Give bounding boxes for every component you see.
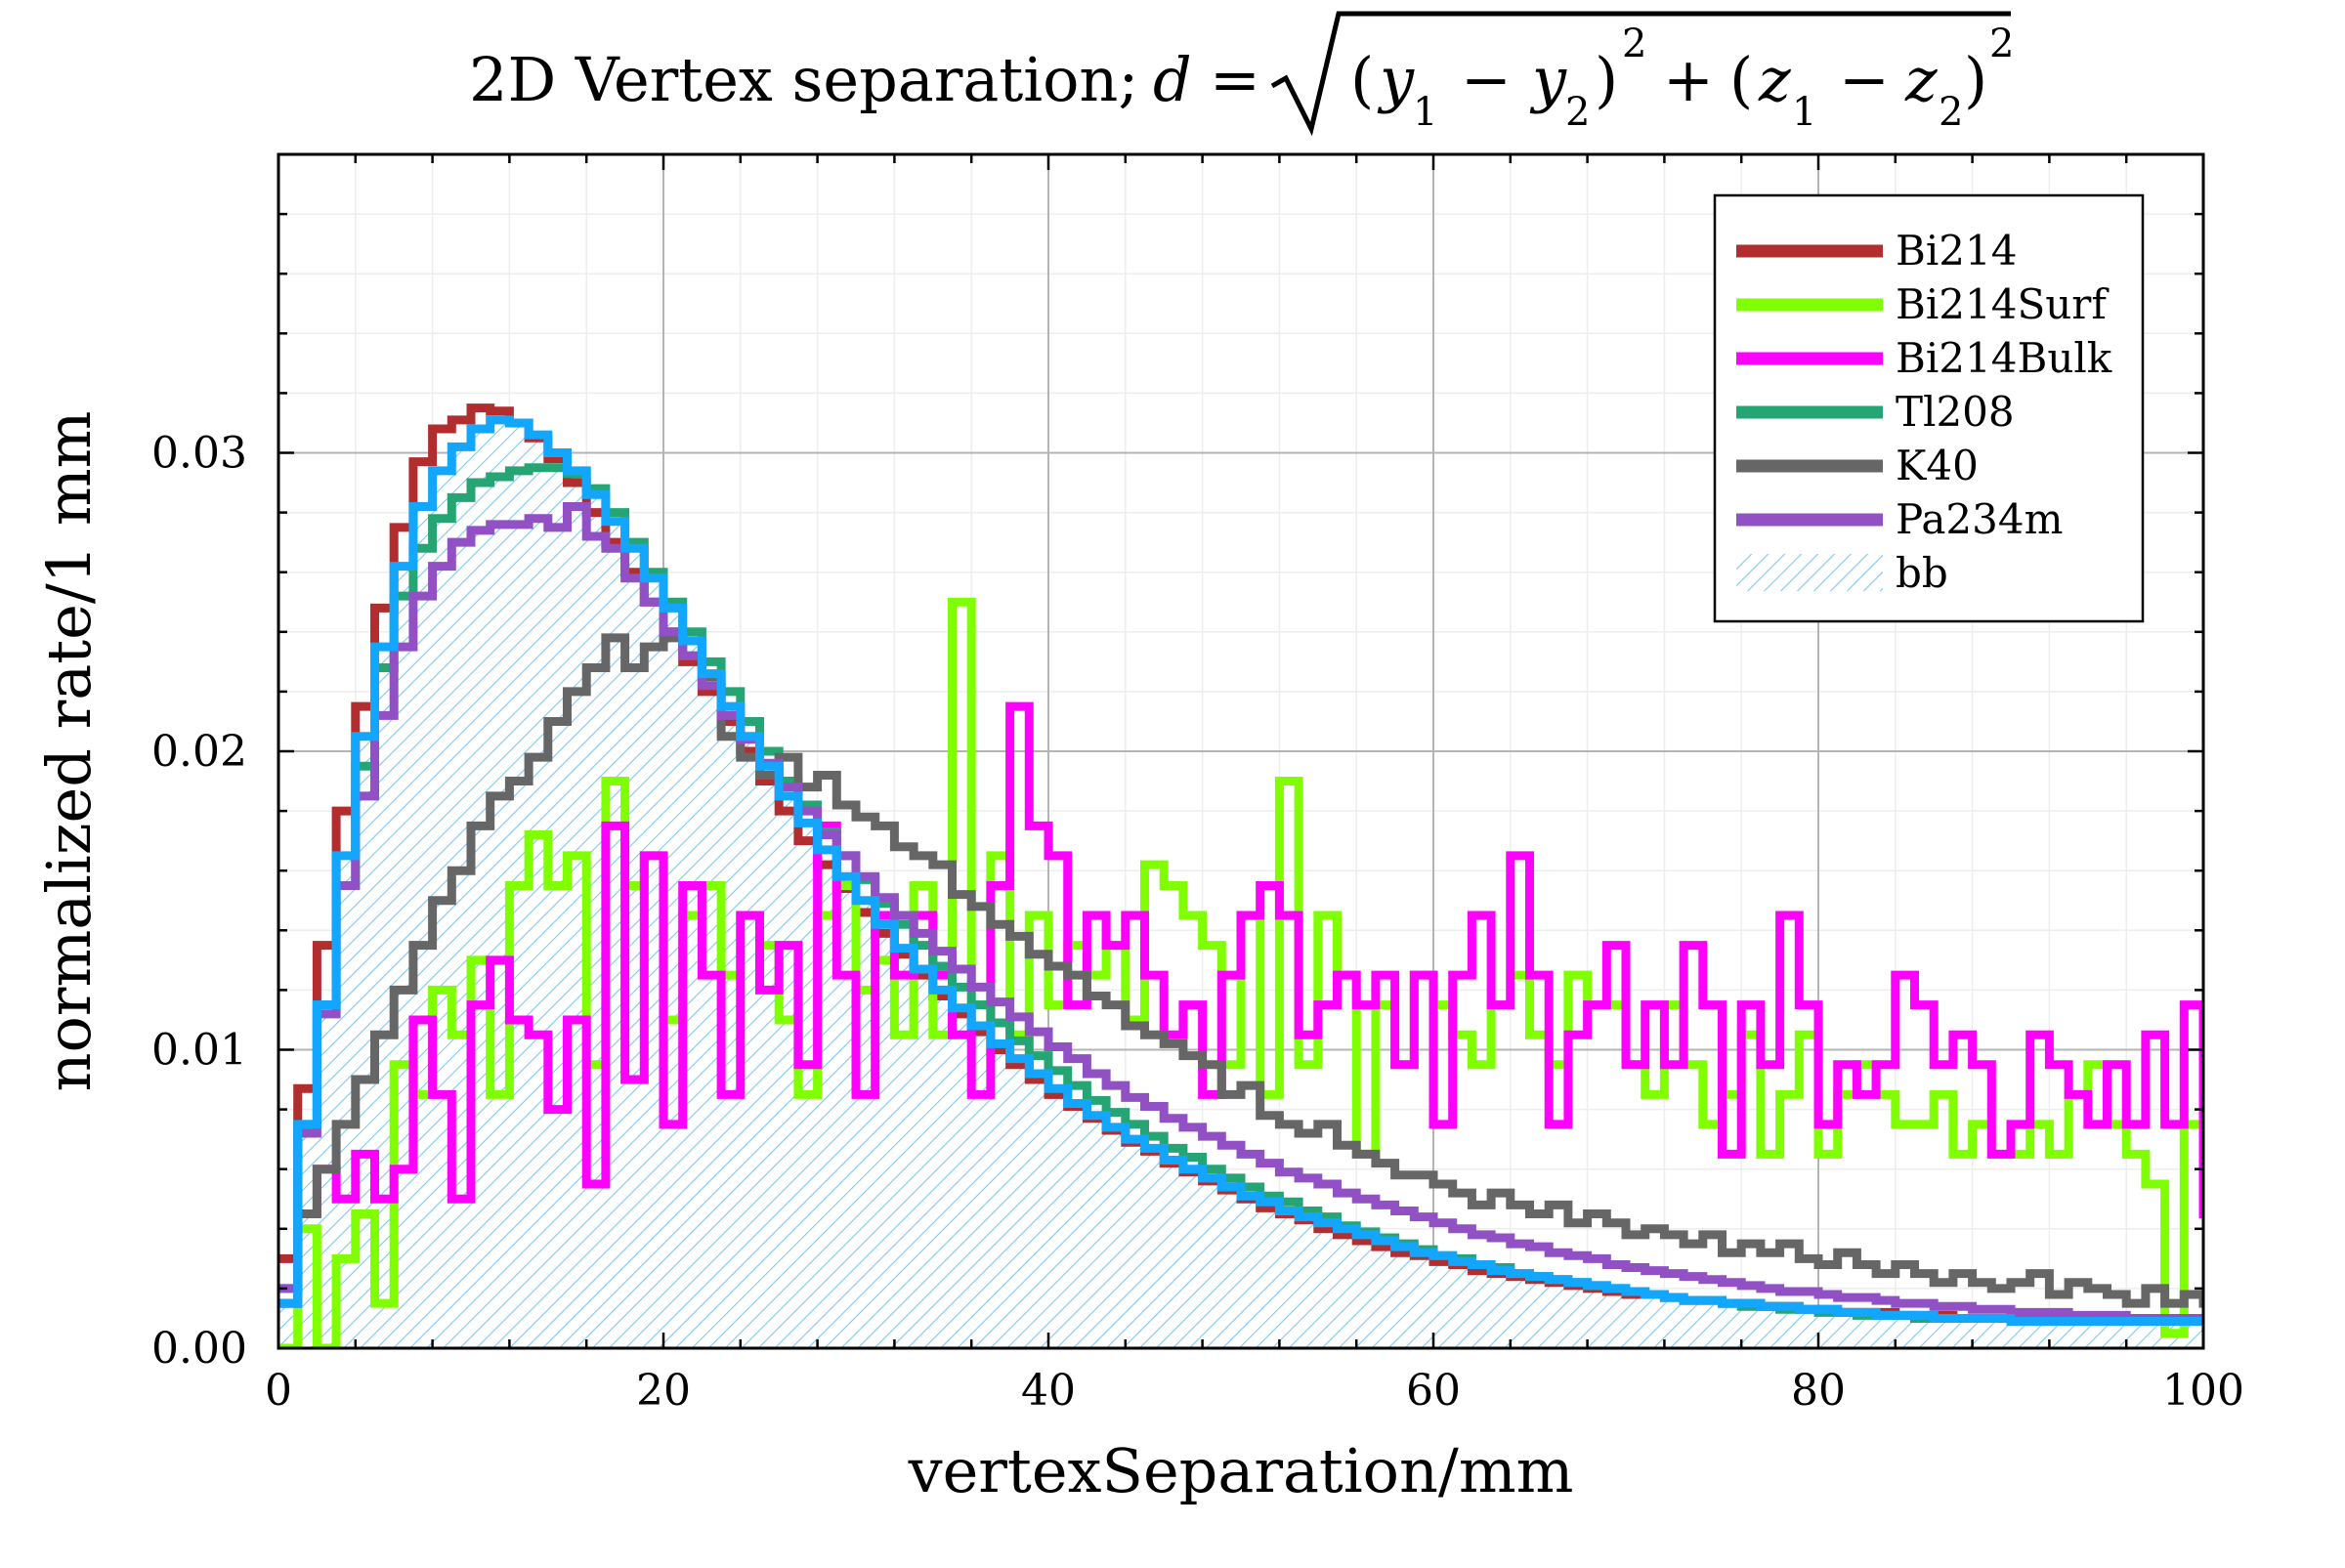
x-axis-label: vertexSeparation/mm [908, 1435, 1574, 1506]
title-close-paren-2: ) [1964, 44, 1987, 115]
legend-label-bb: bb [1896, 549, 1948, 597]
title-minus-2: − [1839, 44, 1890, 115]
title-y2: y [1529, 44, 1567, 115]
title-open-paren-2: ( [1729, 44, 1753, 115]
title-square-2: 2 [1989, 21, 2014, 66]
series-line-bb [278, 415, 2203, 1327]
title-sqrt-sign [1270, 11, 2011, 137]
title-minus-1: − [1461, 44, 1512, 115]
series-line-Pa234m [278, 501, 2203, 1323]
y-tick-label: 0.00 [151, 1324, 247, 1374]
legend-label-Bi214Bulk: Bi214Bulk [1896, 334, 2112, 382]
series-line-Bi214Bulk [278, 701, 2203, 1308]
y-tick-label: 0.02 [151, 727, 247, 777]
x-tick-label: 80 [1791, 1366, 1846, 1416]
legend-swatch-bb [1736, 554, 1883, 591]
y-tick-label: 0.01 [151, 1026, 247, 1076]
title-z1: z [1758, 44, 1791, 115]
title-sub-1a: 1 [1413, 90, 1437, 135]
chart-title: 2D Vertex separation; d = ( y 1 − y 2 ) … [469, 11, 2014, 137]
title-square-1: 2 [1622, 21, 1646, 66]
title-y1: y [1377, 44, 1415, 115]
y-axis-label: normalized rate/1 mm [33, 411, 105, 1092]
legend-label-Pa234m: Pa234m [1896, 495, 2063, 543]
series-layer [278, 403, 2203, 1348]
title-prefix: 2D Vertex separation; [469, 44, 1138, 115]
x-tick-label: 60 [1406, 1366, 1461, 1416]
title-plus: + [1663, 44, 1714, 115]
x-tick-label: 0 [265, 1366, 292, 1416]
y-tick-label: 0.03 [151, 429, 247, 479]
title-sub-2a: 2 [1565, 90, 1590, 135]
legend-label-K40: K40 [1896, 442, 1979, 489]
legend-label-Tl208: Tl208 [1896, 388, 2015, 436]
title-close-paren-1: ) [1595, 44, 1618, 115]
title-d: d [1153, 44, 1192, 115]
tick-labels: 0 20 40 60 80 100 0.00 0.01 0.02 0.03 [151, 429, 2244, 1417]
x-tick-label: 20 [636, 1366, 691, 1416]
axis-ticks [277, 152, 2205, 1350]
series-line-K40 [278, 633, 2203, 1308]
x-tick-label: 40 [1021, 1366, 1076, 1416]
title-z2: z [1904, 44, 1938, 115]
legend: Bi214 Bi214Surf Bi214Bulk Tl208 K40 Pa234m bb [1713, 193, 2145, 623]
title-sub-1b: 1 [1792, 90, 1816, 135]
series-fill-bb [278, 419, 2203, 1348]
title-equals: = [1210, 44, 1260, 115]
title-sub-2b: 2 [1939, 90, 1963, 135]
title-open-paren-1: ( [1350, 44, 1374, 115]
legend-label-Bi214: Bi214 [1896, 227, 2017, 275]
legend-label-Bi214Surf: Bi214Surf [1896, 280, 2110, 328]
x-tick-label: 100 [2162, 1366, 2244, 1416]
